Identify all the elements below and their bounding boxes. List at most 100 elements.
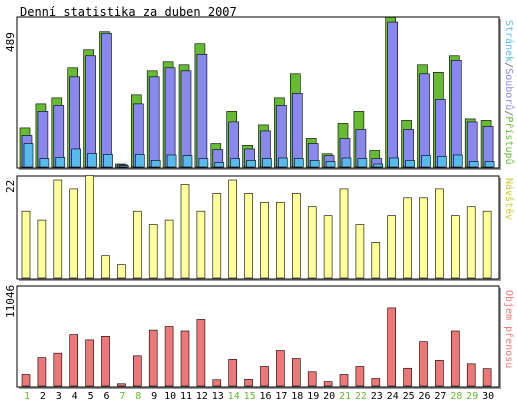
bottom-panel-ymax-label: 11046	[4, 285, 17, 318]
x-tick-label: 18	[291, 391, 303, 402]
stranek-bar	[71, 148, 81, 168]
objem-prenosu-bar	[133, 355, 142, 387]
x-tick-label: 22	[355, 391, 367, 402]
navstev-bar	[180, 184, 190, 279]
middle-panel-ymax-label: 22	[4, 180, 17, 193]
objem-prenosu-bar	[212, 379, 222, 387]
navstev-bar	[323, 215, 333, 279]
x-tick-label: 28	[450, 391, 462, 402]
stranek-bar	[405, 160, 415, 168]
navstev-bar	[53, 179, 63, 279]
navstev-bar	[244, 193, 253, 279]
navstev-bar	[228, 179, 237, 279]
chart-title: Denní statistika za duben 2007	[20, 5, 237, 19]
stranek-bar	[39, 158, 50, 168]
navstev-bar	[69, 188, 78, 279]
x-tick-label: 13	[212, 391, 224, 402]
objem-prenosu-bar	[307, 371, 317, 387]
objem-prenosu-bar	[466, 363, 476, 387]
x-tick-label: 20	[323, 391, 335, 402]
navstev-bar	[212, 193, 222, 279]
stranek-bar	[119, 165, 129, 168]
souboru-bar	[482, 126, 494, 168]
objem-prenosu-bar	[355, 366, 365, 387]
souboru-bar	[466, 121, 478, 168]
navstev-bar	[339, 188, 349, 279]
objem-prenosu-bar	[276, 350, 285, 387]
stranek-bar	[341, 157, 352, 168]
objem-prenosu-bar	[148, 329, 158, 387]
x-tick-label: 21	[339, 391, 351, 402]
stranek-bar	[23, 143, 34, 168]
x-tick-label: 11	[180, 391, 192, 402]
navstev-bar	[37, 219, 47, 279]
x-tick-label: 12	[196, 391, 208, 402]
x-tick-label: 24	[387, 391, 399, 402]
stranek-bar	[484, 161, 495, 168]
navstev-bar	[117, 264, 126, 279]
objem-prenosu-bar	[117, 383, 126, 387]
objem-prenosu-bar	[260, 366, 269, 387]
x-tick-label: 25	[403, 391, 415, 402]
x-tick-label: 23	[371, 391, 383, 402]
x-tick-label: 6	[103, 391, 109, 402]
x-tick-label: 3	[56, 391, 62, 402]
objem-prenosu-bar	[53, 352, 63, 387]
navstev-bar	[466, 206, 476, 279]
navstev-bar	[387, 215, 397, 279]
objem-prenosu-bar	[482, 368, 492, 387]
stranek-bar	[373, 163, 384, 168]
navstev-bar	[21, 210, 31, 279]
objem-prenosu-bar	[244, 379, 253, 387]
stranek-bar	[87, 153, 97, 168]
stranek-bar	[55, 157, 66, 168]
objem-prenosu-bar	[69, 334, 78, 387]
legend-separator: /	[503, 110, 514, 116]
objem-prenosu-bar	[419, 341, 428, 387]
stranek-bar	[246, 160, 256, 168]
middle-panel-legend: Návštěv	[503, 178, 515, 220]
stranek-bar	[198, 158, 209, 168]
navstev-bar	[403, 197, 412, 279]
objem-prenosu-bar	[323, 381, 333, 387]
stranek-bar	[262, 158, 272, 168]
objem-prenosu-bar	[450, 330, 460, 387]
stranek-bar	[150, 160, 161, 168]
x-tick-label: 7	[119, 391, 125, 402]
x-tick-label: 14	[228, 391, 240, 402]
souboru-bar	[85, 55, 96, 168]
souboru-bar	[148, 76, 160, 168]
x-tick-label: 10	[164, 391, 176, 402]
navstev-bar	[164, 219, 174, 279]
objem-prenosu-bar	[21, 374, 31, 387]
souboru-bar	[291, 93, 303, 168]
objem-prenosu-bar	[228, 359, 237, 387]
stranek-bar	[437, 156, 447, 168]
objem-prenosu-bar	[37, 357, 47, 387]
navstev-bar	[133, 210, 142, 279]
navstev-bar	[291, 193, 301, 279]
navstev-bar	[101, 255, 110, 279]
legend-separator: /	[503, 62, 514, 68]
navstev-bar	[371, 242, 381, 279]
bottom-panel-frame	[16, 285, 500, 388]
middle-panel-frame	[16, 175, 500, 280]
stranek-bar	[309, 160, 320, 168]
x-tick-label: 26	[418, 391, 430, 402]
navstev-bar	[482, 210, 492, 279]
objem-prenosu-bar	[196, 319, 206, 387]
navstev-bar	[435, 188, 444, 279]
objem-prenosu-bar	[101, 336, 110, 387]
legend-souboru: Souborů	[503, 68, 515, 110]
navstev-bar	[148, 224, 158, 279]
top-panel-ymax-label: 489	[4, 32, 17, 52]
x-tick-label: 4	[72, 391, 78, 402]
stranek-bar	[135, 154, 145, 168]
objem-prenosu-bar	[291, 358, 301, 387]
objem-prenosu-bar	[403, 367, 412, 387]
navstev-bar	[307, 206, 317, 279]
bars-layer	[19, 16, 495, 387]
x-tick-label: 19	[307, 391, 319, 402]
x-tick-label: 30	[482, 391, 494, 402]
